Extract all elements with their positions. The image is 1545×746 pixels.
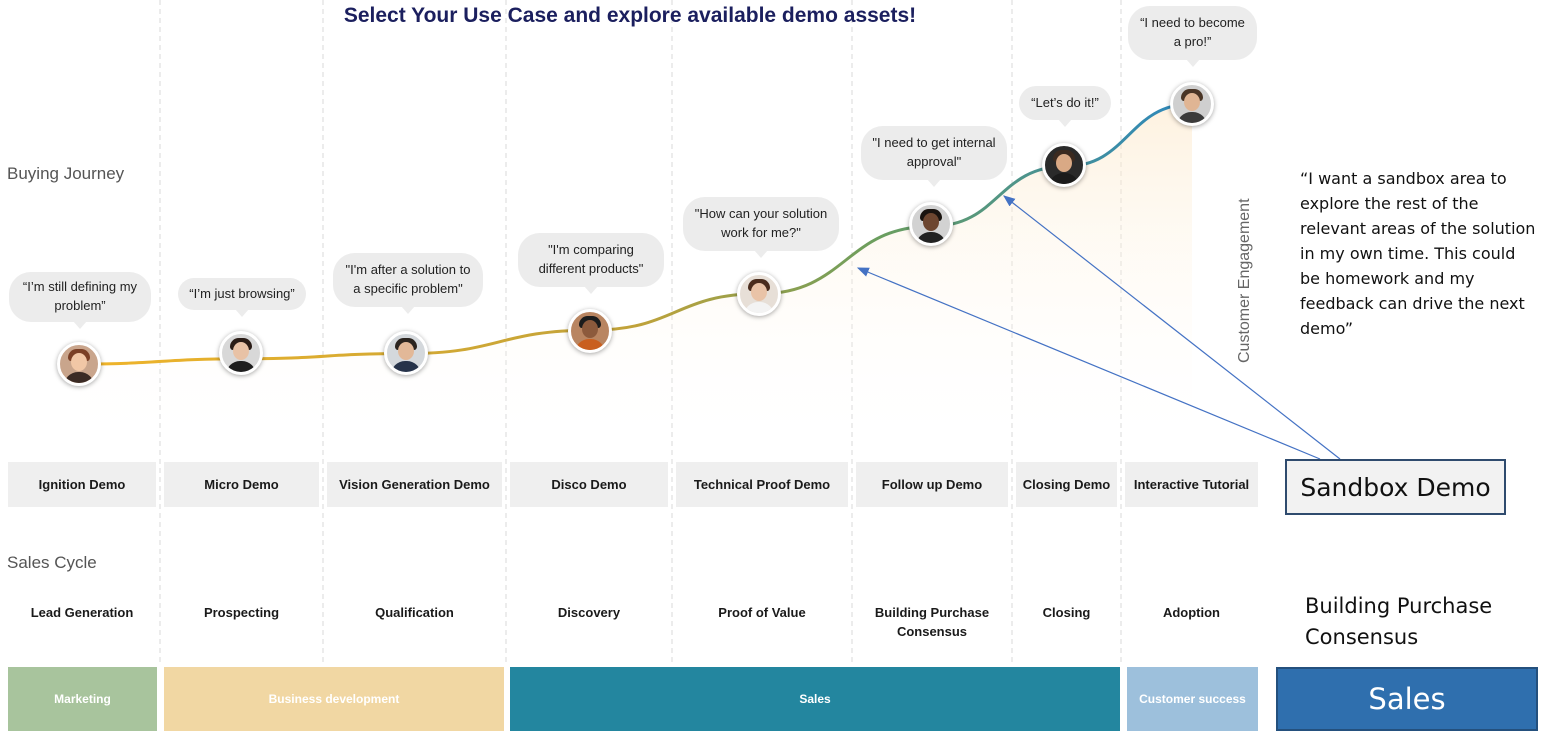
sandbox-demo-box[interactable]: Sandbox Demo xyxy=(1285,459,1506,515)
customer-engagement-label: Customer Engagement xyxy=(1236,198,1253,363)
team-sales: Sales xyxy=(510,667,1120,731)
quote-bubble-qualification: "I'm after a solution to a specific prob… xyxy=(333,253,483,314)
annotation-team-sales: Sales xyxy=(1276,667,1538,731)
avatar-prospecting xyxy=(219,331,263,375)
stage-closing: Closing xyxy=(1042,605,1091,620)
engagement-glow xyxy=(80,104,1192,455)
quote-bubble-proof-of-value: "How can your solution work for me?" xyxy=(683,197,839,258)
quote-bubble-closing: “Let’s do it!” xyxy=(1019,86,1111,127)
engagement-curve xyxy=(79,102,1193,366)
stage-adoption: Adoption xyxy=(1162,605,1221,620)
demo-technical-proof[interactable]: Technical Proof Demo xyxy=(676,462,848,507)
sales-cycle-label: Sales Cycle xyxy=(7,553,97,572)
stage-lead-generation: Lead Generation xyxy=(30,605,134,620)
avatar-lead-generation xyxy=(57,342,101,386)
page-title: Select Your Use Case and explore availab… xyxy=(343,4,917,27)
quote-bubble-lead-generation: “I’m still defining my problem” xyxy=(9,272,151,329)
demo-follow-up[interactable]: Follow up Demo xyxy=(856,462,1008,507)
avatar-closing xyxy=(1042,143,1086,187)
annotation-stage-label: Building Purchase Consensus xyxy=(1305,594,1493,649)
team-marketing: Marketing xyxy=(8,667,157,731)
demo-ignition[interactable]: Ignition Demo xyxy=(8,462,156,507)
demo-vision-generation[interactable]: Vision Generation Demo xyxy=(327,462,502,507)
annotation-arrow-2 xyxy=(1003,195,1341,460)
avatar-adoption xyxy=(1170,82,1214,126)
stage-prospecting: Prospecting xyxy=(203,605,280,620)
quote-bubble-prospecting: “I’m just browsing” xyxy=(178,278,306,317)
stage-discovery: Discovery xyxy=(557,605,621,620)
demo-micro[interactable]: Micro Demo xyxy=(164,462,319,507)
demo-closing[interactable]: Closing Demo xyxy=(1016,462,1117,507)
avatar-qualification xyxy=(384,331,428,375)
avatar-building-consensus xyxy=(909,202,953,246)
stage-building-consensus: Building Purchase Consensus xyxy=(874,605,990,639)
demo-interactive-tutorial[interactable]: Interactive Tutorial xyxy=(1125,462,1258,507)
team-business-development: Business development xyxy=(164,667,504,731)
team-customer-success: Customer success xyxy=(1127,667,1258,731)
avatar-discovery xyxy=(568,309,612,353)
buying-journey-label: Buying Journey xyxy=(7,164,125,183)
stage-proof-of-value: Proof of Value xyxy=(718,605,806,620)
demo-disco[interactable]: Disco Demo xyxy=(510,462,668,507)
quote-bubble-discovery: "I'm comparing different products" xyxy=(518,233,664,294)
stage-qualification: Qualification xyxy=(375,605,454,620)
sandbox-quote: “I want a sandbox area to explore the re… xyxy=(1300,169,1536,338)
annotation-arrows xyxy=(856,195,1341,460)
quote-bubble-building-consensus: "I need to get internal approval" xyxy=(861,126,1007,187)
column-dividers xyxy=(159,0,1122,665)
annotation-arrow-1 xyxy=(856,267,1321,460)
avatar-proof-of-value xyxy=(737,272,781,316)
quote-bubble-adoption: “I need to become a pro!” xyxy=(1128,6,1257,67)
